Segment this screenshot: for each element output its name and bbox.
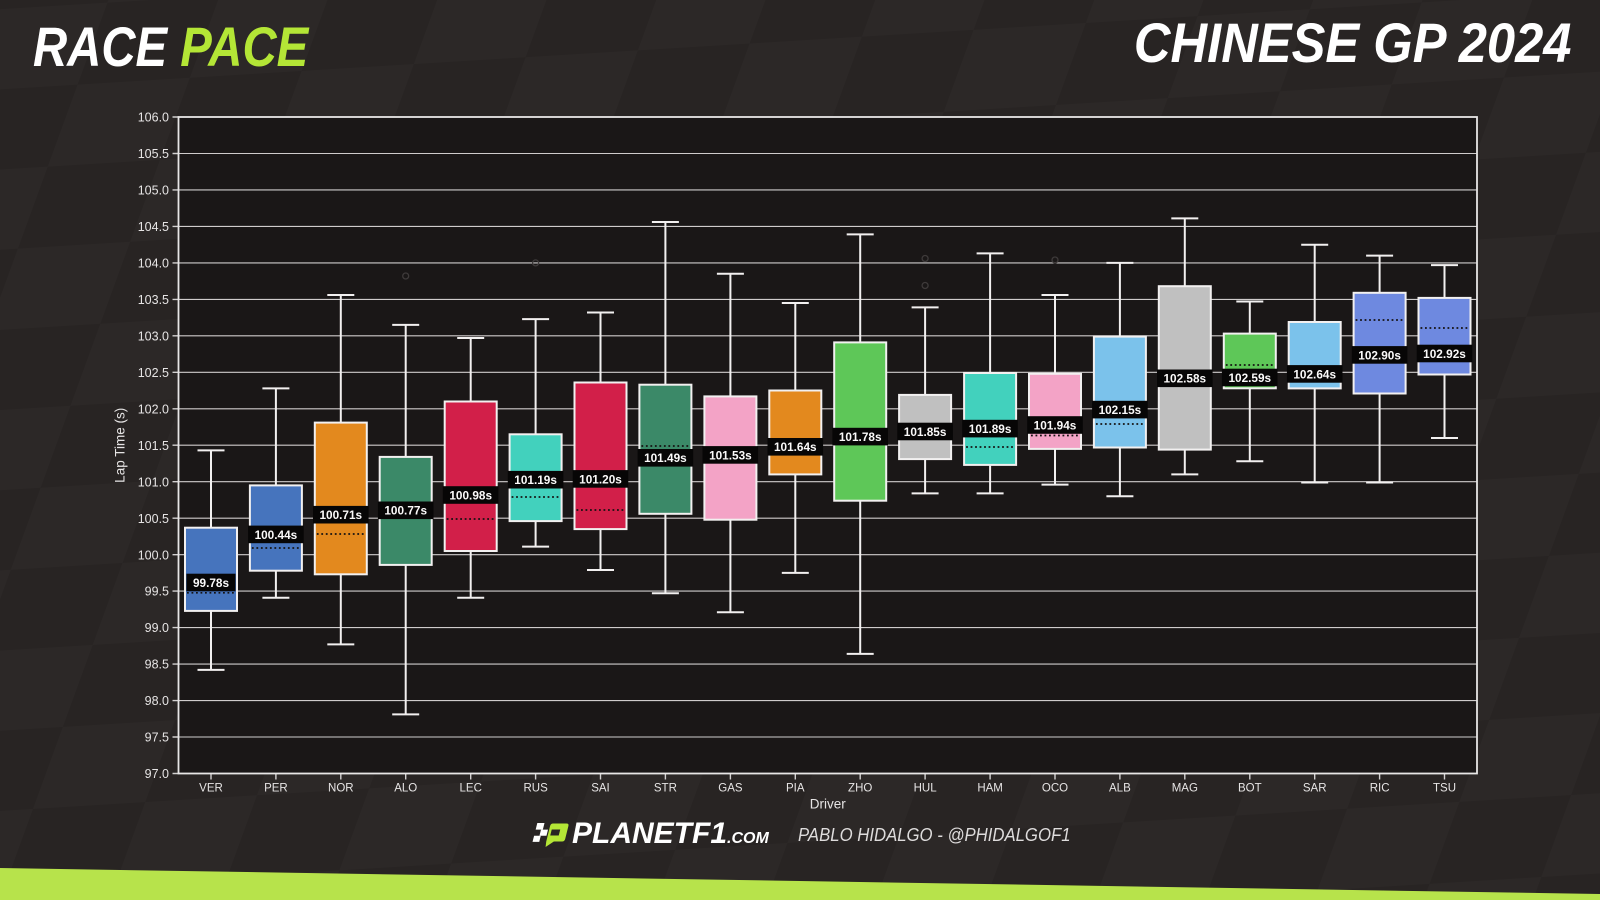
svg-text:105.5: 105.5	[138, 147, 169, 161]
svg-text:MAG: MAG	[1172, 783, 1198, 795]
svg-text:ALB: ALB	[1109, 783, 1131, 795]
svg-text:102.15s: 102.15s	[1099, 403, 1142, 417]
svg-text:100.5: 100.5	[138, 512, 169, 526]
svg-text:102.64s: 102.64s	[1293, 367, 1336, 381]
svg-text:105.0: 105.0	[138, 184, 169, 198]
svg-text:100.98s: 100.98s	[449, 488, 492, 502]
svg-text:101.85s: 101.85s	[904, 425, 947, 439]
svg-text:101.94s: 101.94s	[1034, 418, 1077, 432]
svg-text:LEC: LEC	[460, 783, 482, 795]
svg-text:PER: PER	[264, 783, 288, 795]
svg-text:103.5: 103.5	[138, 293, 169, 307]
svg-text:102.0: 102.0	[138, 402, 169, 416]
svg-text:Driver: Driver	[810, 797, 847, 812]
svg-text:NOR: NOR	[328, 783, 354, 795]
svg-text:102.92s: 102.92s	[1423, 347, 1466, 361]
svg-text:BOT: BOT	[1238, 783, 1262, 795]
svg-text:OCO: OCO	[1042, 783, 1068, 795]
svg-text:97.5: 97.5	[145, 731, 169, 745]
svg-text:101.64s: 101.64s	[774, 440, 817, 454]
svg-text:STR: STR	[654, 783, 677, 795]
svg-text:TSU: TSU	[1433, 783, 1456, 795]
svg-text:102.58s: 102.58s	[1163, 372, 1206, 386]
svg-text:106.0: 106.0	[138, 111, 169, 125]
svg-text:100.0: 100.0	[138, 548, 169, 562]
svg-text:102.5: 102.5	[138, 366, 169, 380]
svg-text:101.5: 101.5	[138, 439, 169, 453]
svg-text:99.78s: 99.78s	[193, 576, 230, 590]
svg-text:RIC: RIC	[1370, 783, 1390, 795]
svg-text:ZHO: ZHO	[848, 783, 872, 795]
svg-text:104.0: 104.0	[138, 257, 169, 271]
svg-text:HUL: HUL	[914, 783, 938, 795]
svg-text:GAS: GAS	[718, 783, 743, 795]
svg-text:98.0: 98.0	[145, 694, 169, 708]
svg-text:98.5: 98.5	[145, 658, 169, 672]
svg-text:104.5: 104.5	[138, 220, 169, 234]
svg-text:RUS: RUS	[523, 783, 548, 795]
svg-text:101.53s: 101.53s	[709, 448, 752, 462]
svg-text:ALO: ALO	[394, 783, 417, 795]
svg-text:101.89s: 101.89s	[969, 422, 1012, 436]
svg-text:VER: VER	[199, 783, 223, 795]
svg-text:101.0: 101.0	[138, 475, 169, 489]
svg-text:103.0: 103.0	[138, 329, 169, 343]
svg-text:100.77s: 100.77s	[384, 504, 427, 518]
svg-text:99.0: 99.0	[145, 621, 169, 635]
svg-text:PIA: PIA	[786, 783, 805, 795]
svg-text:101.78s: 101.78s	[839, 430, 882, 444]
svg-text:102.90s: 102.90s	[1358, 348, 1401, 362]
svg-text:SAI: SAI	[591, 783, 610, 795]
svg-text:101.49s: 101.49s	[644, 451, 687, 465]
svg-text:HAM: HAM	[977, 783, 1003, 795]
svg-text:Lap Time (s): Lap Time (s)	[113, 408, 128, 483]
svg-text:101.20s: 101.20s	[579, 472, 622, 486]
svg-text:99.5: 99.5	[145, 585, 169, 599]
svg-text:100.71s: 100.71s	[319, 508, 362, 522]
svg-text:100.44s: 100.44s	[255, 528, 298, 542]
svg-text:SAR: SAR	[1303, 783, 1327, 795]
svg-text:102.59s: 102.59s	[1228, 371, 1271, 385]
svg-text:101.19s: 101.19s	[514, 473, 557, 487]
svg-text:97.0: 97.0	[145, 767, 169, 781]
